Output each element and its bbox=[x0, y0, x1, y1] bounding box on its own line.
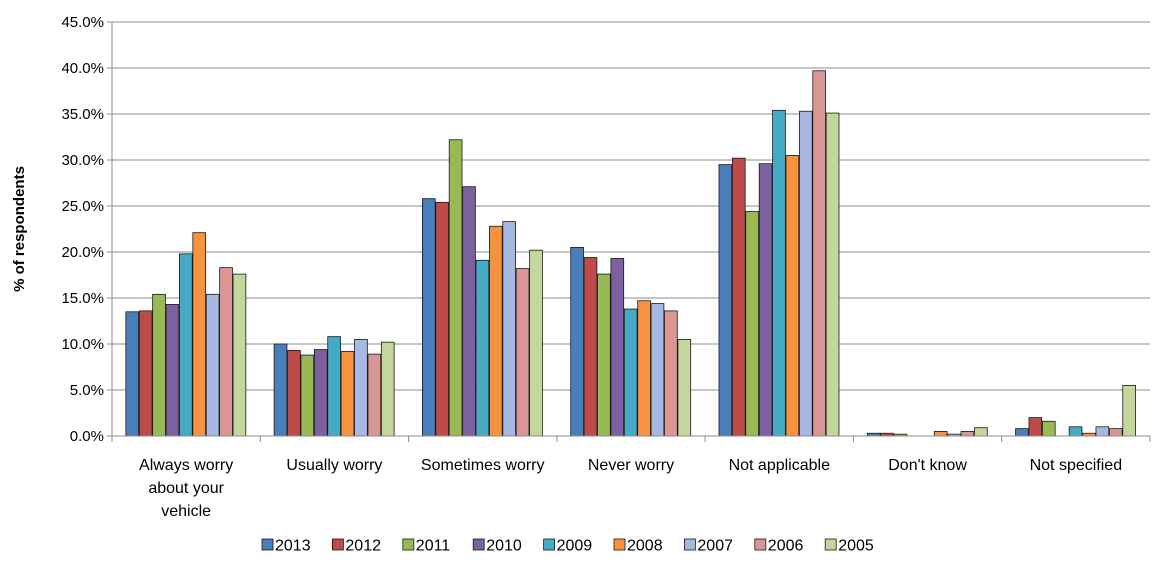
bar-2005 bbox=[826, 113, 839, 436]
bar-2012 bbox=[732, 158, 745, 436]
bar-2010 bbox=[759, 164, 772, 436]
y-tick-label: 5.0% bbox=[70, 382, 104, 399]
legend-swatch-2008 bbox=[614, 539, 625, 550]
legend-label-2012: 2012 bbox=[345, 538, 381, 555]
bar-2006 bbox=[1109, 429, 1122, 436]
bar-2008 bbox=[638, 301, 651, 436]
bar-2009 bbox=[328, 337, 341, 436]
y-tick-label: 40.0% bbox=[61, 60, 104, 77]
y-tick-label: 25.0% bbox=[61, 198, 104, 215]
category-label: Not applicable bbox=[729, 457, 831, 474]
legend-label-2011: 2011 bbox=[416, 538, 451, 555]
bar-2011 bbox=[598, 274, 611, 436]
legend-swatch-2005 bbox=[825, 539, 836, 550]
bar-2010 bbox=[166, 304, 179, 436]
bar-2013 bbox=[719, 165, 732, 436]
bar-2009 bbox=[179, 254, 192, 436]
bar-2006 bbox=[516, 269, 529, 436]
bar-2012 bbox=[584, 258, 597, 436]
bar-2012 bbox=[139, 311, 152, 436]
bar-2012 bbox=[288, 350, 301, 436]
bar-2009 bbox=[1069, 427, 1082, 436]
bar-2009 bbox=[624, 309, 637, 436]
bar-2013 bbox=[126, 312, 139, 436]
category-label: Don't know bbox=[888, 457, 967, 474]
category-label: Never worry bbox=[588, 457, 674, 474]
legend-label-2010: 2010 bbox=[486, 538, 522, 555]
bar-2009 bbox=[773, 110, 786, 436]
bar-2005 bbox=[974, 428, 987, 436]
legend-swatch-2013 bbox=[262, 539, 273, 550]
category-label: Always worry bbox=[139, 457, 233, 474]
bar-2013 bbox=[274, 344, 287, 436]
bar-2011 bbox=[1042, 421, 1055, 436]
y-tick-label: 45.0% bbox=[61, 14, 104, 31]
bar-2006 bbox=[813, 71, 826, 436]
bar-2007 bbox=[206, 294, 219, 436]
bar-2012 bbox=[1029, 418, 1042, 436]
bar-2005 bbox=[678, 339, 691, 436]
legend-label-2013: 2013 bbox=[275, 538, 311, 555]
category-label: vehicle bbox=[161, 503, 211, 520]
y-tick-label: 30.0% bbox=[61, 152, 104, 169]
bar-2010 bbox=[314, 350, 327, 436]
bar-2013 bbox=[1016, 429, 1029, 436]
bar-2005 bbox=[1123, 385, 1136, 436]
category-label: Sometimes worry bbox=[421, 457, 545, 474]
bar-2007 bbox=[1096, 427, 1109, 436]
bar-2013 bbox=[571, 247, 584, 436]
legend-label-2006: 2006 bbox=[768, 538, 804, 555]
bar-2007 bbox=[355, 339, 368, 436]
bar-2005 bbox=[381, 342, 394, 436]
bar-2008 bbox=[489, 226, 502, 436]
bar-2005 bbox=[530, 250, 543, 436]
bar-2011 bbox=[449, 140, 462, 436]
legend-swatch-2012 bbox=[332, 539, 343, 550]
y-axis-title: % of respondents bbox=[11, 166, 28, 292]
bar-2007 bbox=[503, 222, 516, 436]
y-tick-label: 0.0% bbox=[70, 428, 104, 445]
bar-2006 bbox=[961, 431, 974, 436]
bar-2013 bbox=[422, 199, 435, 436]
bar-2006 bbox=[665, 311, 678, 436]
bar-2008 bbox=[341, 351, 354, 436]
y-tick-label: 10.0% bbox=[61, 336, 104, 353]
bar-2007 bbox=[799, 111, 812, 436]
legend-swatch-2006 bbox=[755, 539, 766, 550]
category-label: about your bbox=[148, 480, 224, 497]
legend: 2013 2012 2011 2010 2009 2008 2007 2006 2005 bbox=[262, 538, 874, 555]
legend-swatch-2011 bbox=[403, 539, 414, 550]
y-axis-tick-labels: 0.0% 5.0% 10.0% 15.0% 20.0% 25.0% 30.0% 35.0% 40… bbox=[61, 14, 104, 445]
bar-2010 bbox=[611, 258, 624, 436]
legend-label-2008: 2008 bbox=[627, 538, 663, 555]
bar-2006 bbox=[368, 354, 381, 436]
legend-swatch-2010 bbox=[473, 539, 484, 550]
bar-2008 bbox=[934, 431, 947, 436]
category-labels: Always worry about your vehicle Usually wor… bbox=[139, 457, 1122, 520]
y-tick-label: 35.0% bbox=[61, 106, 104, 123]
y-tick-label: 20.0% bbox=[61, 244, 104, 261]
bar-2011 bbox=[301, 355, 314, 436]
legend-label-2009: 2009 bbox=[557, 538, 593, 555]
y-tick-label: 15.0% bbox=[61, 290, 104, 307]
bars bbox=[126, 71, 1136, 436]
bar-2009 bbox=[476, 260, 489, 436]
legend-swatch-2007 bbox=[684, 539, 695, 550]
bar-2010 bbox=[463, 187, 476, 436]
bar-2008 bbox=[786, 155, 799, 436]
bar-2008 bbox=[193, 233, 206, 436]
bar-2012 bbox=[436, 202, 449, 436]
bar-2011 bbox=[746, 212, 759, 436]
category-label: Usually worry bbox=[286, 457, 382, 474]
legend-swatch-2009 bbox=[544, 539, 555, 550]
bar-2011 bbox=[153, 294, 166, 436]
category-label: Not specified bbox=[1030, 457, 1123, 474]
legend-label-2005: 2005 bbox=[838, 538, 874, 555]
bar-2005 bbox=[233, 274, 246, 436]
bar-2007 bbox=[651, 304, 664, 436]
legend-label-2007: 2007 bbox=[697, 538, 733, 555]
bar-2006 bbox=[220, 268, 233, 436]
